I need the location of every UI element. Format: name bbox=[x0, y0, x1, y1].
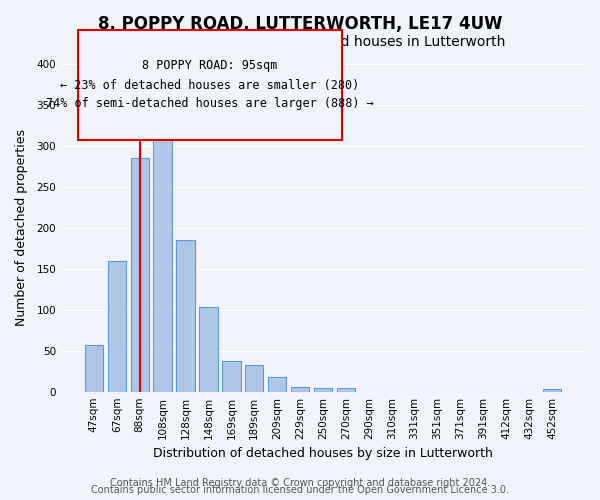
Text: 8 POPPY ROAD: 95sqm
← 23% of detached houses are smaller (280)
74% of semi-detac: 8 POPPY ROAD: 95sqm ← 23% of detached ho… bbox=[46, 60, 374, 110]
Bar bbox=[222, 362, 241, 392]
Text: 8, POPPY ROAD, LUTTERWORTH, LE17 4UW: 8, POPPY ROAD, LUTTERWORTH, LE17 4UW bbox=[98, 15, 502, 33]
Text: Size of property relative to detached houses in Lutterworth: Size of property relative to detached ho… bbox=[94, 35, 506, 49]
Bar bbox=[314, 388, 332, 392]
Bar bbox=[107, 260, 126, 392]
Bar bbox=[85, 345, 103, 392]
Bar bbox=[154, 123, 172, 392]
Bar bbox=[337, 388, 355, 392]
Text: Contains public sector information licensed under the Open Government Licence 3.: Contains public sector information licen… bbox=[91, 485, 509, 495]
Bar bbox=[291, 387, 309, 392]
Bar bbox=[268, 377, 286, 392]
Bar bbox=[543, 389, 561, 392]
Bar bbox=[245, 366, 263, 392]
Bar bbox=[131, 158, 149, 392]
Text: Contains HM Land Registry data © Crown copyright and database right 2024.: Contains HM Land Registry data © Crown c… bbox=[110, 478, 490, 488]
Bar bbox=[176, 240, 195, 392]
Bar bbox=[199, 308, 218, 392]
X-axis label: Distribution of detached houses by size in Lutterworth: Distribution of detached houses by size … bbox=[153, 447, 493, 460]
Y-axis label: Number of detached properties: Number of detached properties bbox=[15, 130, 28, 326]
